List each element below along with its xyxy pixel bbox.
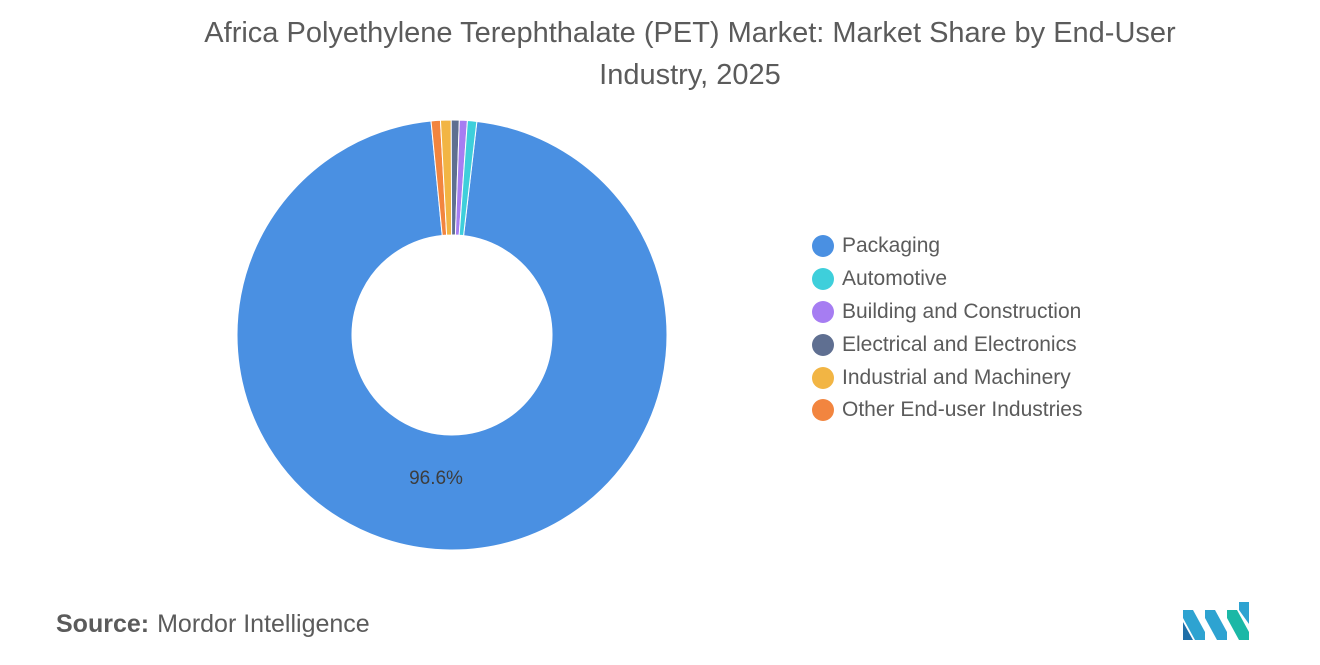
legend-label: Electrical and Electronics <box>842 332 1077 356</box>
legend-label: Packaging <box>842 234 941 258</box>
legend-swatch <box>812 399 834 422</box>
chart-title: Africa Polyethylene Terephthalate (PET) … <box>204 17 1176 91</box>
source-value: Mordor Intelligence <box>157 610 370 638</box>
legend-swatch <box>812 235 834 258</box>
slice-automotive <box>458 120 478 237</box>
source-note: Source: Mordor Intelligence <box>56 610 370 639</box>
mordor-intelligence-logo <box>1183 602 1249 640</box>
legend-item: Automotive <box>812 263 1082 296</box>
legend-item: Packaging <box>812 230 1082 263</box>
data-label-packaging: 96.6% <box>409 468 463 489</box>
legend-swatch <box>812 333 834 356</box>
legend-item: Building and Construction <box>812 296 1082 329</box>
legend-swatch <box>812 300 834 323</box>
legend-item: Other End-user Industries <box>812 394 1082 427</box>
legend-label: Industrial and Machinery <box>842 365 1071 389</box>
legend-item: Industrial and Machinery <box>812 361 1082 394</box>
legend-swatch <box>812 366 834 389</box>
chart-legend: Packaging Automotive Building and Construc… <box>812 230 1082 427</box>
legend-swatch <box>812 268 834 291</box>
legend-item: Electrical and Electronics <box>812 328 1082 361</box>
legend-label: Other End-user Industries <box>842 398 1083 422</box>
source-label: Source: <box>56 610 150 638</box>
legend-label: Automotive <box>842 267 948 291</box>
donut-chart: 96.6% <box>236 119 668 551</box>
legend-label: Building and Construction <box>842 299 1082 323</box>
slice-packaging <box>236 120 668 551</box>
